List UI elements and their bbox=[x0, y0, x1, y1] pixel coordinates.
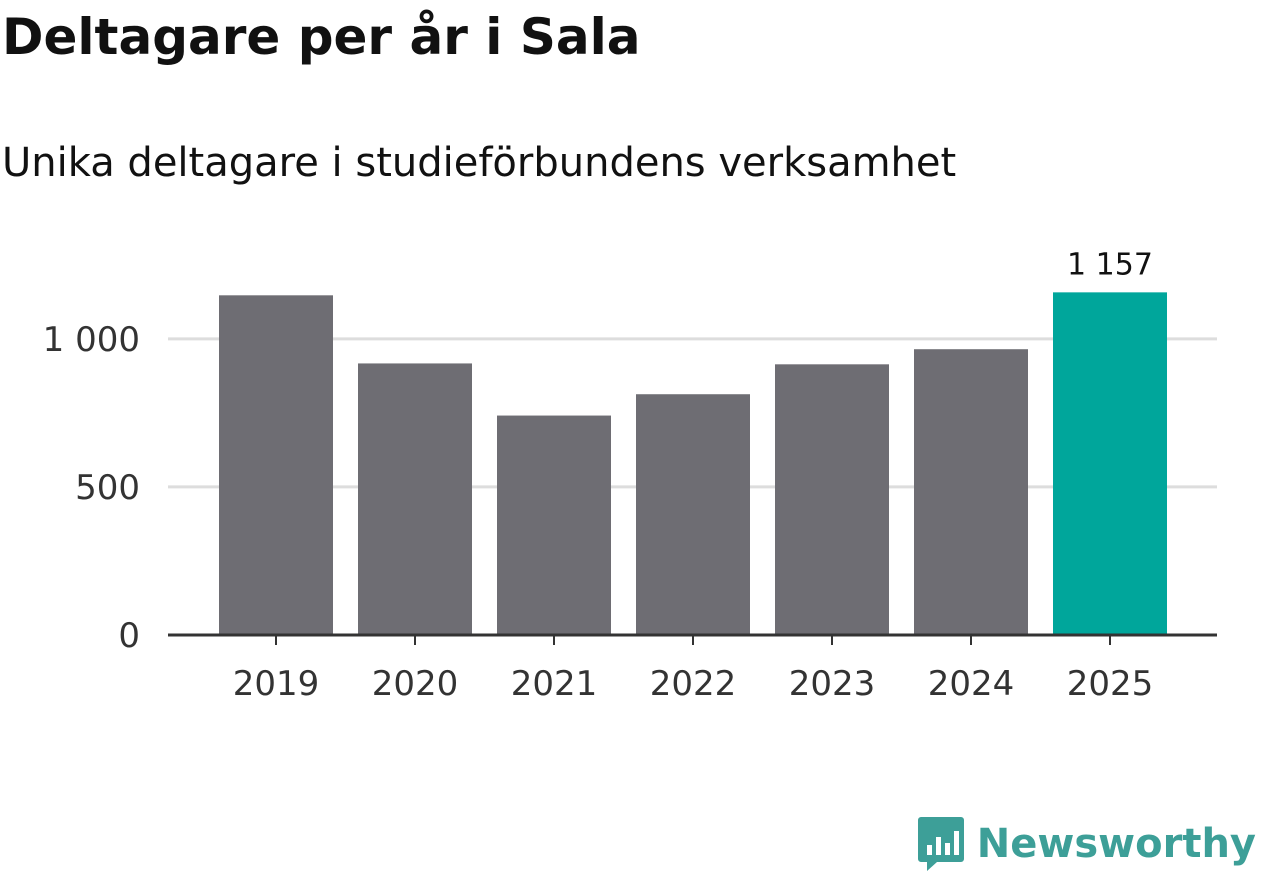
data-label-highlight: 1 157 bbox=[1067, 247, 1153, 282]
y-tick-label: 0 bbox=[118, 616, 140, 656]
labels: 0 500 1 000 2019 2020 2021 2022 2023 2024 2025 1 1… bbox=[43, 247, 1154, 704]
bar-2020 bbox=[358, 363, 472, 635]
chart-title: Deltagare per år i Sala bbox=[2, 8, 641, 66]
newsworthy-logo: Newsworthy bbox=[917, 815, 1256, 873]
bar-2022 bbox=[636, 394, 750, 635]
x-tick-label: 2023 bbox=[789, 664, 876, 704]
bar-2019 bbox=[219, 295, 333, 635]
logo-text: Newsworthy bbox=[976, 821, 1256, 867]
bar-2023 bbox=[775, 364, 889, 635]
x-tick-label: 2019 bbox=[233, 664, 320, 704]
chart-subtitle: Unika deltagare i studieförbundens verks… bbox=[2, 140, 957, 186]
x-tick-label: 2025 bbox=[1067, 664, 1154, 704]
bars bbox=[219, 292, 1167, 635]
axes bbox=[168, 633, 1217, 645]
bar-2024 bbox=[914, 349, 1028, 635]
x-tick-label: 2021 bbox=[511, 664, 598, 704]
bar-2025 bbox=[1053, 292, 1167, 635]
x-tick-label: 2022 bbox=[650, 664, 737, 704]
x-tick-label: 2020 bbox=[372, 664, 459, 704]
x-tick-label: 2024 bbox=[928, 664, 1015, 704]
y-tick-label: 1 000 bbox=[43, 320, 140, 360]
newsworthy-logo-icon bbox=[917, 817, 964, 871]
y-tick-label: 500 bbox=[75, 468, 140, 508]
bar-2021 bbox=[497, 415, 611, 635]
